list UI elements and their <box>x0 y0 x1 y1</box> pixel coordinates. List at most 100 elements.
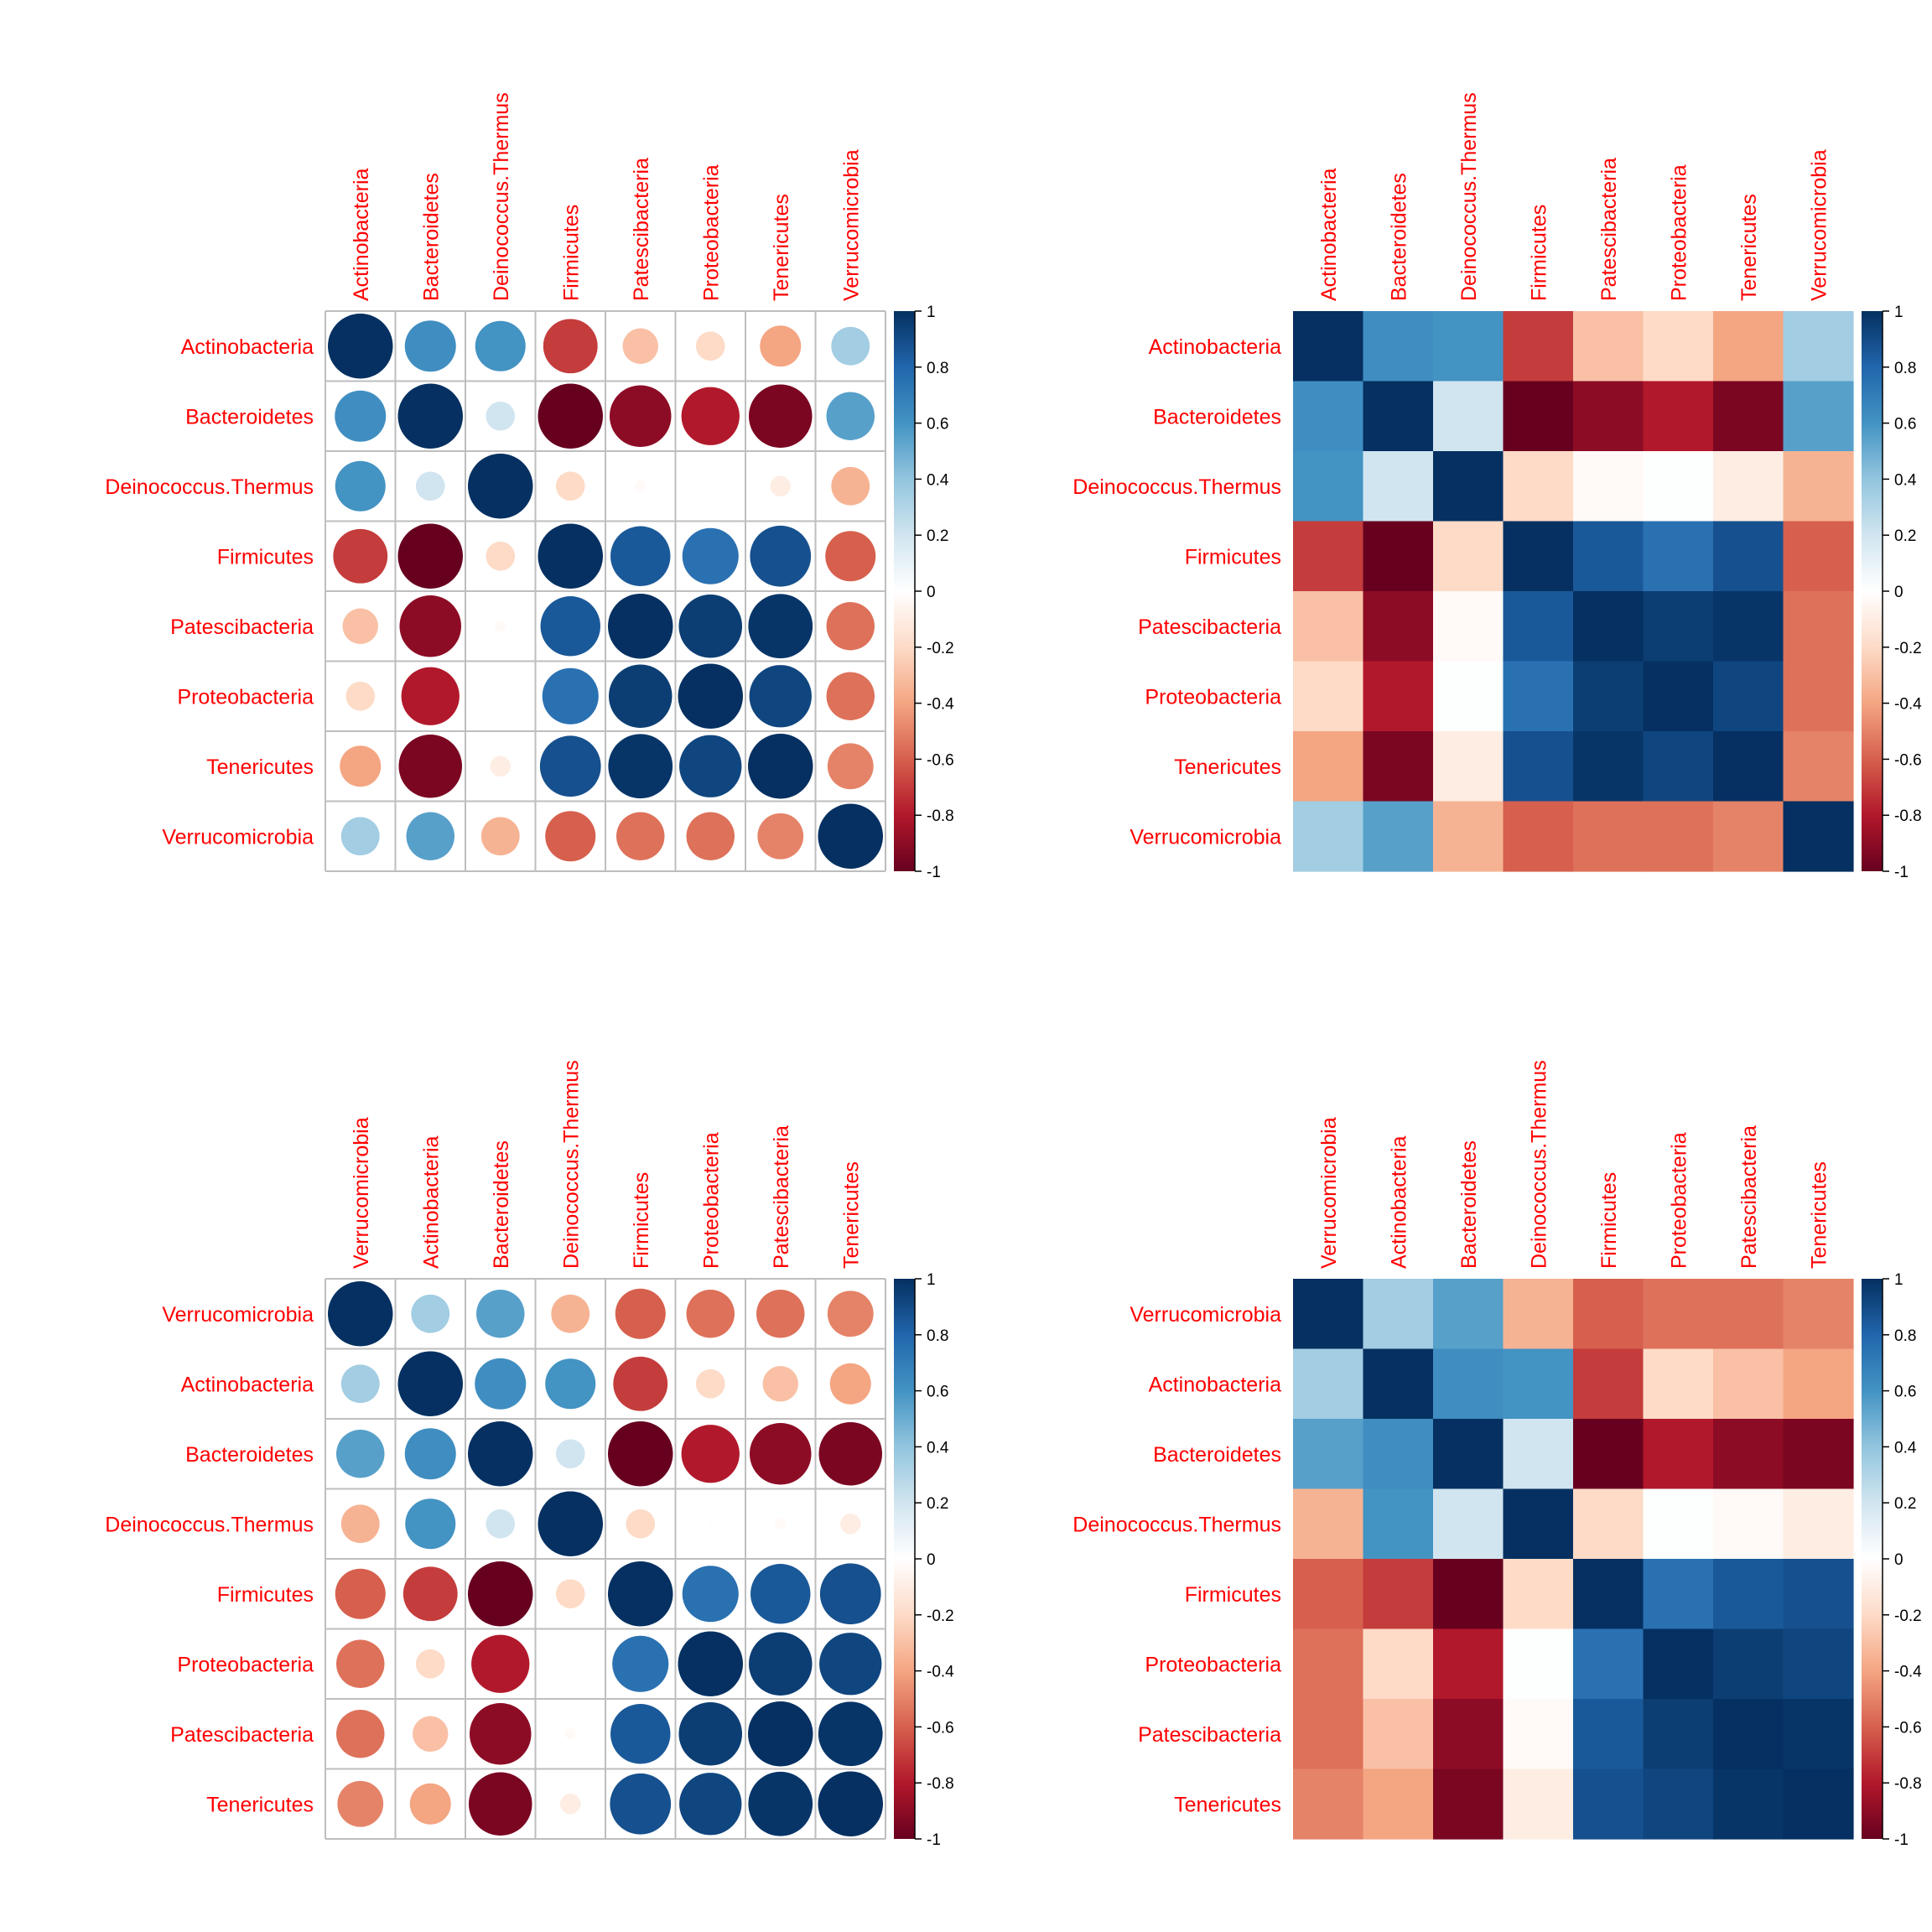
row-label: Deinococcus.Thermus <box>1072 1513 1281 1536</box>
correlation-circle <box>413 1716 449 1752</box>
correlation-circle <box>468 1421 533 1487</box>
heat-cell <box>1363 381 1434 452</box>
heat-cell <box>1713 1419 1784 1490</box>
correlation-circle <box>839 1513 861 1535</box>
heat-cell <box>1503 731 1574 802</box>
heat-cell <box>1363 1348 1434 1420</box>
correlation-circle <box>608 1561 673 1627</box>
heat-cell <box>1573 451 1644 522</box>
column-label: Bacteroidetes <box>1457 1140 1481 1269</box>
heat-cell <box>1643 521 1714 592</box>
correlation-circle <box>770 475 792 497</box>
colorbar-tick-label: 0.8 <box>927 360 948 377</box>
heat-cell <box>1293 1348 1364 1420</box>
heat-cell <box>1293 591 1364 662</box>
column-label: Patescibacteria <box>630 158 653 301</box>
heat-cell <box>1433 1348 1504 1420</box>
colorbar-tick-label: 0.6 <box>927 416 948 434</box>
heat-cell <box>1363 1628 1434 1700</box>
column-label: Tenericutes <box>1737 194 1761 301</box>
correlation-circle <box>695 331 725 361</box>
correlation-circle <box>495 621 506 632</box>
correlation-circle <box>610 526 671 586</box>
heat-cell <box>1783 661 1854 732</box>
correlation-circle <box>397 1351 463 1416</box>
correlation-circle <box>608 594 673 659</box>
heat-cell <box>1433 591 1504 662</box>
correlation-circle <box>612 1635 669 1692</box>
correlation-circle <box>622 328 658 364</box>
colorbar-tick-label: -0.2 <box>927 640 954 657</box>
heat-cell <box>1713 381 1784 452</box>
correlation-circle <box>678 1631 743 1696</box>
correlation-circle <box>819 1633 882 1696</box>
column-label: Bacteroidetes <box>419 173 443 301</box>
correlation-circle <box>750 1564 811 1624</box>
correlation-circle <box>480 817 520 856</box>
correlation-circle <box>469 1702 532 1765</box>
heat-cell <box>1363 451 1434 522</box>
colorbar-tick-label: -0.2 <box>1894 1607 1922 1625</box>
heat-cell <box>1363 1768 1434 1840</box>
correlation-circle <box>616 812 665 860</box>
correlation-circle <box>686 812 735 860</box>
heat-cell <box>1573 1348 1644 1420</box>
correlation-circle <box>826 672 875 720</box>
colorbar-tick-label: -0.2 <box>927 1607 954 1625</box>
correlation-circle <box>826 392 875 440</box>
heat-cell <box>1573 661 1644 732</box>
colorbar-tick-label: 0.6 <box>1894 416 1916 434</box>
correlation-circle <box>340 817 380 856</box>
correlation-circle <box>831 466 870 506</box>
correlation-circle <box>336 1430 385 1478</box>
correlation-circle <box>486 1509 516 1539</box>
heat-cell <box>1363 1488 1434 1560</box>
heat-cell <box>1783 1348 1854 1420</box>
correlation-circle <box>335 460 386 512</box>
correlation-circle <box>679 1773 742 1836</box>
correlation-circle <box>678 594 743 658</box>
colorbar-tick-label: 0 <box>1894 1551 1903 1569</box>
heat-cell <box>1573 381 1644 452</box>
correlation-circle <box>404 1428 456 1480</box>
heat-cell <box>1643 1768 1714 1840</box>
correlation-circle <box>415 1649 445 1679</box>
correlation-circle <box>545 1358 596 1410</box>
heat-cell <box>1643 1279 1714 1350</box>
column-label: Bacteroidetes <box>1387 173 1410 301</box>
heat-cell <box>1643 311 1714 382</box>
column-label: Deinococcus.Thermus <box>559 1060 583 1269</box>
row-label: Bacteroidetes <box>1153 405 1281 428</box>
correlation-circle <box>748 734 813 799</box>
heat-cell <box>1503 381 1574 452</box>
correlation-circle <box>475 1358 527 1410</box>
heat-cell <box>1643 1488 1714 1560</box>
heat-cell <box>1293 1279 1364 1350</box>
correlation-panel-3: Verrucomicrobia Actinobacteria Bacteroidet… <box>105 1060 954 1849</box>
colorbar <box>894 311 915 871</box>
colorbar-tick-label: 0.4 <box>1894 1439 1917 1457</box>
heat-cell <box>1433 731 1504 802</box>
heat-cell <box>1363 1419 1434 1490</box>
column-label: Verrucomicrobia <box>1807 149 1831 301</box>
heat-cell <box>1713 1348 1784 1420</box>
heat-cell <box>1643 381 1714 452</box>
correlation-circle <box>336 1639 385 1688</box>
heat-cell <box>1643 801 1714 872</box>
heat-cell <box>1503 521 1574 592</box>
heat-cell <box>1713 1488 1784 1560</box>
column-label: Deinococcus.Thermus <box>1527 1060 1550 1269</box>
correlation-circle <box>681 387 740 445</box>
column-label: Tenericutes <box>839 1161 863 1269</box>
heat-cell <box>1293 731 1364 802</box>
heat-cell <box>1433 801 1504 872</box>
row-label: Firmicutes <box>217 1583 314 1607</box>
row-label: Actinobacteria <box>181 335 314 359</box>
heat-cell <box>1363 1559 1434 1630</box>
correlation-circle <box>608 1421 673 1487</box>
colorbar-tick-label: -0.4 <box>927 1664 954 1681</box>
correlation-circle <box>762 1366 798 1402</box>
colorbar-tick-label: -1 <box>927 1831 941 1849</box>
correlation-circle <box>756 1290 805 1338</box>
heat-cell <box>1783 1419 1854 1490</box>
